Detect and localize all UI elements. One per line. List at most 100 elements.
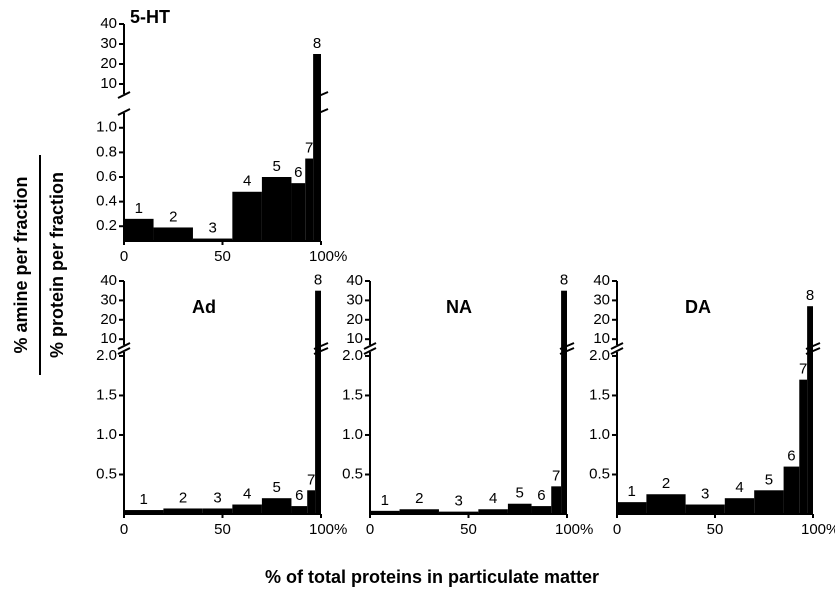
bar-label: 4 <box>243 173 251 190</box>
y-tick-label: 30 <box>593 291 610 308</box>
y-tick-label: 40 <box>346 272 363 289</box>
x-tick-label: 0 <box>366 521 374 538</box>
chart-title: DA <box>685 297 711 317</box>
bar <box>124 510 164 514</box>
y-tick-label: 0.2 <box>96 217 117 234</box>
bar <box>163 508 203 514</box>
bar <box>646 494 686 514</box>
y-tick-label: 1.0 <box>96 119 117 136</box>
x-tick-label: 0 <box>613 521 621 538</box>
bar-label: 8 <box>313 35 321 52</box>
x-tick-label: 100% <box>309 521 347 538</box>
x-tick-label: 50 <box>214 248 231 265</box>
bar <box>307 490 316 514</box>
bar-label: 4 <box>735 479 743 496</box>
y-tick-label: 2.0 <box>589 347 610 364</box>
axes <box>123 352 321 515</box>
bar-label: 3 <box>213 489 221 506</box>
bar <box>551 486 562 514</box>
y-tick-label: 10 <box>100 75 117 92</box>
x-tick-label: 0 <box>120 521 128 538</box>
bar-label: 3 <box>701 485 709 502</box>
bar <box>315 290 321 514</box>
axis-break-right <box>313 91 329 116</box>
y-tick-label: 1.5 <box>589 386 610 403</box>
bar-label: 5 <box>273 479 281 496</box>
bar-label: 8 <box>560 272 568 289</box>
bar <box>507 503 532 514</box>
bar <box>783 466 800 514</box>
y-tick-label: 10 <box>346 330 363 347</box>
bar <box>561 290 567 514</box>
bar-label: 1 <box>135 200 143 217</box>
bar-label: 3 <box>454 493 462 510</box>
bar <box>531 506 552 514</box>
axis-break-right <box>313 342 329 355</box>
bar <box>438 511 479 514</box>
bar-label: 6 <box>537 487 545 504</box>
y-tick-label: 40 <box>100 15 117 32</box>
x-tick-label: 100% <box>555 521 593 538</box>
y-tick-label: 1.0 <box>342 426 363 443</box>
bar <box>291 183 306 241</box>
y-tick-label: 30 <box>100 35 117 52</box>
bar-label: 2 <box>415 490 423 507</box>
bar <box>232 191 262 241</box>
y-tick-label: 40 <box>593 272 610 289</box>
bar <box>754 490 784 514</box>
bar-label: 1 <box>140 491 148 508</box>
x-tick-label: 50 <box>707 521 724 538</box>
x-tick-label: 0 <box>120 248 128 265</box>
x-tick-label: 100% <box>309 248 347 265</box>
y-tick-label: 30 <box>100 291 117 308</box>
x-tick-label: 100% <box>801 521 835 538</box>
y-tick-label: 40 <box>100 272 117 289</box>
y-tick-label: 20 <box>593 311 610 328</box>
bar <box>261 177 292 241</box>
bar-label: 8 <box>806 287 814 304</box>
bar <box>305 158 314 241</box>
bar <box>202 508 233 514</box>
axis-break <box>117 91 131 116</box>
chart-title: Ad <box>192 297 216 317</box>
bar <box>232 504 262 514</box>
axis-break-right <box>805 342 821 355</box>
bar <box>807 306 813 514</box>
bar-label: 6 <box>294 164 302 181</box>
bar-label: 7 <box>305 140 313 157</box>
y-tick-label: 20 <box>100 311 117 328</box>
y-tick-label: 0.5 <box>589 465 610 482</box>
x-label: % of total proteins in particulate matte… <box>265 567 599 587</box>
bar <box>799 379 808 514</box>
axis-break-right <box>559 342 575 355</box>
bar-label: 7 <box>799 361 807 378</box>
bar-label: 2 <box>662 475 670 492</box>
y-tick-label: 10 <box>100 330 117 347</box>
y-tick-label: 2.0 <box>342 347 363 364</box>
bar-label: 4 <box>243 485 251 502</box>
bar-label: 5 <box>516 485 524 502</box>
y-label-top-group: % amine per fraction <box>11 176 31 353</box>
y-tick-label: 0.6 <box>96 168 117 185</box>
bar <box>478 509 508 514</box>
x-tick-label: 50 <box>460 521 477 538</box>
y-tick-label: 1.0 <box>96 426 117 443</box>
chart-title: 5-HT <box>130 7 170 27</box>
y-label-top: % amine per fraction <box>11 176 31 353</box>
bar <box>313 54 321 241</box>
y-tick-label: 0.8 <box>96 143 117 160</box>
bar-label: 4 <box>489 490 497 507</box>
y-tick-label: 20 <box>100 55 117 72</box>
y-tick-label: 30 <box>346 291 363 308</box>
y-tick-label: 1.5 <box>96 386 117 403</box>
bar-label: 1 <box>381 492 389 509</box>
bar <box>153 227 193 241</box>
y-tick-label: 1.5 <box>342 386 363 403</box>
y-tick-label: 10 <box>593 330 610 347</box>
x-tick-label: 50 <box>214 521 231 538</box>
bar <box>724 498 755 514</box>
bar-label: 2 <box>169 208 177 225</box>
bar <box>192 238 233 241</box>
bar <box>261 498 292 514</box>
